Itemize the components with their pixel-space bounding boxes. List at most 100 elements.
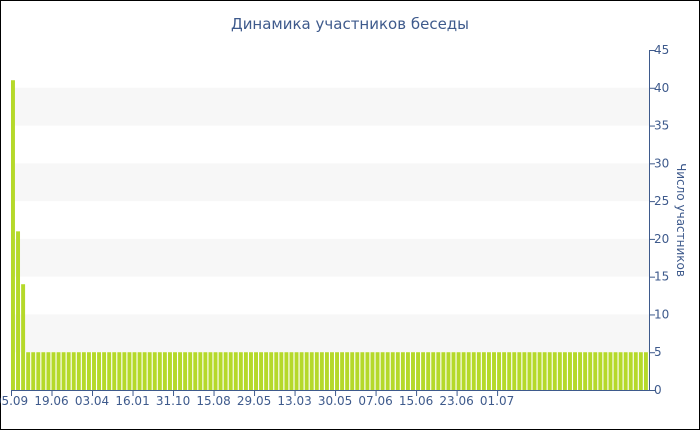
chart-title: Динамика участников беседы bbox=[231, 15, 469, 33]
bar bbox=[360, 352, 365, 390]
x-tick-label: 19.06 bbox=[34, 394, 68, 408]
bar bbox=[162, 352, 167, 390]
bar bbox=[208, 352, 213, 390]
bar bbox=[147, 352, 152, 390]
bar bbox=[471, 352, 476, 390]
bar bbox=[92, 352, 96, 390]
bar bbox=[324, 352, 329, 390]
x-tick-label: 29.05 bbox=[237, 394, 271, 408]
bar bbox=[132, 352, 137, 390]
bar bbox=[436, 352, 441, 390]
bar bbox=[532, 352, 537, 390]
bar bbox=[137, 352, 142, 390]
bar bbox=[284, 352, 289, 390]
y-tick-label: 20 bbox=[654, 232, 669, 246]
bar bbox=[492, 352, 496, 390]
bar bbox=[218, 352, 223, 390]
y-tick-label: 5 bbox=[654, 345, 662, 359]
bar bbox=[76, 352, 81, 390]
bar bbox=[497, 352, 502, 390]
y-tick-label: 15 bbox=[654, 270, 669, 284]
bar bbox=[21, 284, 26, 390]
bar bbox=[633, 352, 638, 390]
bar bbox=[441, 352, 446, 390]
bar bbox=[588, 352, 593, 390]
bar bbox=[314, 352, 319, 390]
bar bbox=[623, 352, 628, 390]
bar bbox=[233, 352, 238, 390]
bar bbox=[279, 352, 284, 390]
bar bbox=[456, 352, 461, 390]
y-tick-label: 35 bbox=[654, 119, 669, 133]
bar bbox=[562, 352, 567, 390]
bar bbox=[385, 352, 390, 390]
x-tick-label: 30.05 bbox=[318, 394, 352, 408]
bar bbox=[537, 352, 542, 390]
bar bbox=[552, 352, 557, 390]
bar bbox=[446, 352, 451, 390]
bar bbox=[274, 352, 279, 390]
bar bbox=[117, 352, 122, 390]
bar bbox=[71, 352, 76, 390]
bar bbox=[350, 352, 355, 390]
bar bbox=[411, 352, 415, 390]
bar bbox=[486, 352, 491, 390]
bar bbox=[512, 352, 517, 390]
bar bbox=[269, 352, 274, 390]
bar bbox=[203, 352, 208, 390]
bar bbox=[355, 352, 360, 390]
bar bbox=[522, 352, 527, 390]
bar-series bbox=[11, 80, 648, 390]
bar bbox=[102, 352, 107, 390]
bar bbox=[451, 352, 456, 390]
bar bbox=[259, 352, 264, 390]
x-axis-ticks: 05.09 19.06 03.04 16.01 31.10 15.08 29.05 13.03… bbox=[0, 390, 514, 408]
bar bbox=[335, 352, 340, 390]
x-tick-label: 15.08 bbox=[196, 394, 230, 408]
bar bbox=[243, 352, 248, 390]
bar bbox=[345, 352, 350, 390]
bar bbox=[16, 231, 21, 390]
bar bbox=[638, 352, 643, 390]
y-tick-label: 10 bbox=[654, 307, 669, 321]
x-tick-label: 15.06 bbox=[399, 394, 433, 408]
bar bbox=[370, 352, 375, 390]
bar bbox=[56, 352, 61, 390]
bar bbox=[11, 80, 15, 390]
bar bbox=[86, 352, 91, 390]
y-tick-label: 45 bbox=[654, 43, 669, 57]
x-tick-label: 05.09 bbox=[0, 394, 28, 408]
x-tick-label: 23.06 bbox=[439, 394, 473, 408]
grid-band bbox=[11, 238, 649, 277]
x-tick-label: 07.06 bbox=[358, 394, 392, 408]
bar bbox=[248, 352, 253, 390]
bar bbox=[97, 352, 102, 390]
bar bbox=[618, 352, 623, 390]
bar bbox=[573, 352, 577, 390]
bar bbox=[198, 352, 203, 390]
bar bbox=[476, 352, 481, 390]
bar bbox=[466, 352, 471, 390]
bar bbox=[502, 352, 507, 390]
bar bbox=[26, 352, 31, 390]
bar bbox=[142, 352, 147, 390]
y-axis-label: Число участников bbox=[674, 163, 688, 277]
bar bbox=[41, 352, 46, 390]
bar bbox=[61, 352, 66, 390]
bar bbox=[294, 352, 299, 390]
bar bbox=[152, 352, 157, 390]
x-tick-label: 13.03 bbox=[277, 394, 311, 408]
x-tick-label: 01.07 bbox=[480, 394, 514, 408]
bar bbox=[193, 352, 198, 390]
bar bbox=[178, 352, 183, 390]
bar bbox=[66, 352, 71, 390]
bar bbox=[395, 352, 400, 390]
bar bbox=[405, 352, 410, 390]
bar bbox=[264, 352, 269, 390]
bar bbox=[603, 352, 608, 390]
bar bbox=[31, 352, 36, 390]
bar bbox=[421, 352, 426, 390]
bar bbox=[167, 352, 172, 390]
bar bbox=[583, 352, 588, 390]
